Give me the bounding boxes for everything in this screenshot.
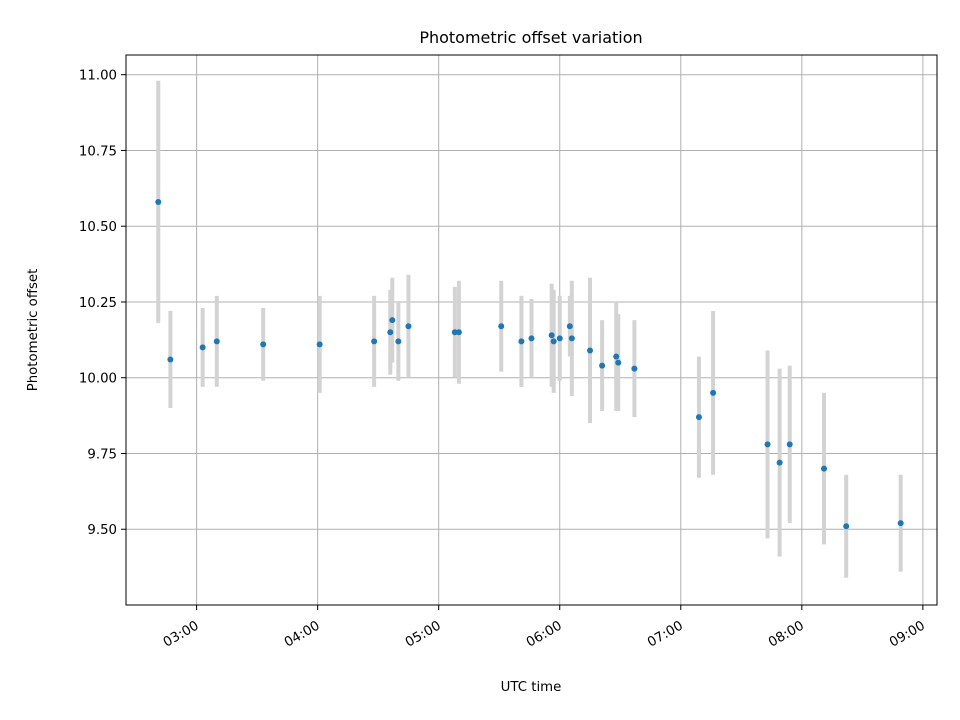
data-point [631, 365, 638, 372]
data-point [568, 335, 575, 342]
y-tick-label: 9.50 [87, 523, 117, 538]
data-point [518, 338, 525, 345]
plot-frame [125, 54, 938, 606]
data-point [821, 465, 828, 472]
data-points [155, 198, 904, 530]
data-point [710, 389, 717, 396]
grid [126, 55, 937, 605]
data-point [548, 332, 555, 339]
data-point [371, 338, 378, 345]
data-point [395, 338, 402, 345]
x-axis-label: UTC time [501, 680, 562, 695]
data-point [389, 317, 396, 324]
data-point [387, 329, 394, 336]
data-point [776, 459, 783, 466]
data-point [843, 523, 850, 530]
data-point [695, 414, 702, 421]
data-point [897, 520, 904, 527]
data-point [405, 323, 412, 330]
y-tick-label: 11.00 [79, 69, 117, 84]
y-tick-label: 9.75 [87, 447, 117, 462]
y-tick-label: 10.75 [79, 144, 117, 159]
data-point [528, 335, 535, 342]
data-point [316, 341, 323, 348]
data-point [550, 338, 557, 345]
data-point [199, 344, 206, 351]
y-tick-label: 10.50 [79, 220, 117, 235]
data-point [599, 362, 606, 369]
data-point [455, 329, 462, 336]
data-point [260, 341, 267, 348]
data-point [498, 323, 505, 330]
data-point [786, 441, 793, 448]
data-point [613, 353, 620, 360]
y-axis: 9.50 9.75 10.00 10.25 10.50 10.75 11.00 [79, 69, 126, 538]
data-point [556, 335, 563, 342]
data-point [566, 323, 573, 330]
data-point [764, 441, 771, 448]
y-tick-label: 10.25 [79, 296, 117, 311]
y-axis-label: Photometric offset [26, 269, 41, 392]
y-tick-label: 10.00 [79, 372, 117, 387]
data-point [615, 359, 622, 366]
data-point [167, 356, 174, 363]
data-point [155, 198, 162, 205]
data-point [213, 338, 220, 345]
data-point [587, 347, 594, 354]
chart-title: Photometric offset variation [419, 28, 642, 47]
